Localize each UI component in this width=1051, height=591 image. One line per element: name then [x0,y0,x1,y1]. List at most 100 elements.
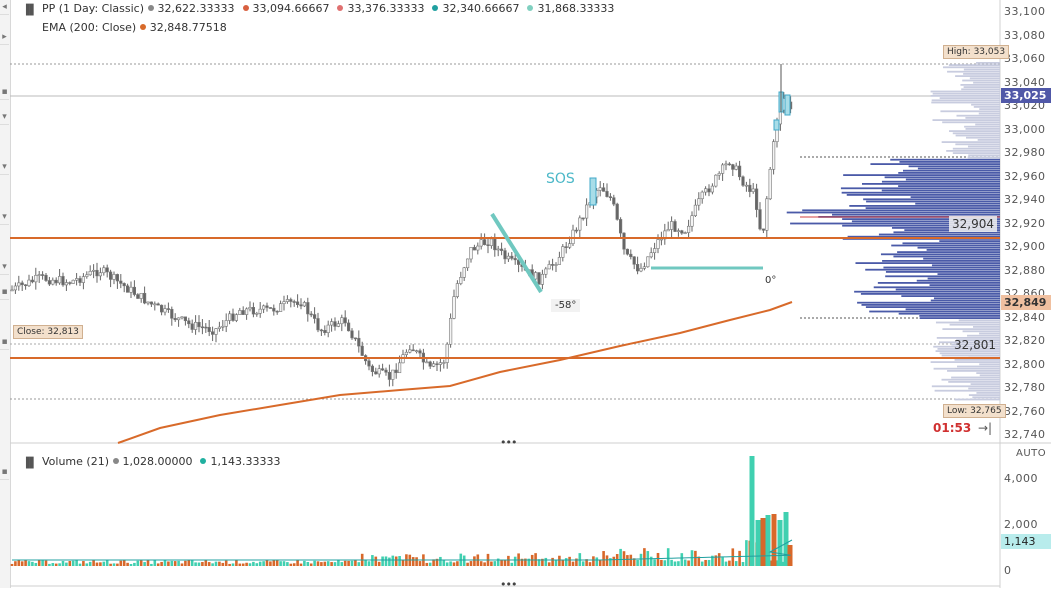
toolbar-button[interactable]: ▾ [0,260,9,275]
candle-body [680,230,684,234]
candle-body [391,369,395,380]
candlesticks [10,64,793,387]
volume-bar [466,562,469,566]
profile-bar [855,262,1000,264]
price-axis-tick: 33,040 [1004,75,1046,89]
toolbar-button[interactable]: ▾ [0,110,9,125]
volume-bar [24,560,27,566]
candle-body [316,318,320,331]
candle-body [734,165,738,170]
sos-box[interactable] [589,177,597,206]
profile-bar [937,348,1000,350]
candle-body [160,304,164,313]
volume-bar [435,558,439,566]
pane-resize-handle[interactable]: ••• [500,436,517,449]
current-price-label: 33,025 [1001,88,1051,103]
volume-bar [473,556,476,566]
volume-bar [170,560,174,566]
volume-bar [643,548,646,566]
toolbar-button[interactable]: ▾ [0,160,9,175]
candle-body [513,258,517,261]
volume-bar [503,560,507,566]
volume-bar [507,555,510,566]
profile-bar [965,117,1000,119]
volume-bar [626,555,629,566]
volume-axis-tick: 4,000 [1004,472,1038,485]
candle-body [510,255,514,259]
candle-body [170,308,174,319]
angle-label: -58° [551,299,581,312]
legend-value: 31,868.33333 [527,2,614,15]
volume-bar [272,560,276,566]
volume-bar [394,556,398,566]
volume-axis-auto[interactable]: AUTO [1016,448,1047,459]
volume-legend[interactable]: ▐▌ Volume (21) 1,028.00000 1,143.33333 [22,455,288,469]
volume-bar [629,554,633,566]
volume-bar [384,556,388,566]
price-axis-tick: 32,740 [1004,428,1046,441]
pp-legend[interactable]: ▐▌ PP (1 Day: Classic) 32,622.33333 33,094… [22,2,622,16]
toolbar-button[interactable]: ▪ [0,85,9,100]
candle-body [329,321,334,326]
profile-bar [976,372,1000,374]
volume-bar [425,562,429,566]
volume-bar [269,561,272,566]
candle-body [418,350,422,354]
toolbar-button[interactable]: ▸ [0,30,9,45]
volume-bar [112,563,116,566]
volume-bar [228,563,231,566]
volume-bar [371,555,374,566]
candle-body [408,349,412,353]
profile-bar [885,271,1000,273]
toolbar-button[interactable]: ◂ [0,0,9,15]
price-axis-tick: 32,940 [1004,193,1046,206]
profile-bar [979,363,1000,366]
volume-bar [391,555,395,566]
candle-body [714,174,718,187]
candle-body [139,292,143,299]
profile-bar [961,88,1000,91]
profile-bar [962,330,1000,333]
volume-bar [714,555,718,566]
trendline-drawing[interactable] [490,212,543,294]
candle-body [312,314,317,319]
volume-bar [235,560,238,566]
volume-bar [95,562,99,566]
volume-bar [160,561,163,566]
ema-line[interactable] [117,301,793,444]
volume-bar [568,556,571,566]
ema-legend[interactable]: EMA (200: Close) 32,848.77518 [42,21,235,34]
profile-bar [931,264,1000,267]
candle-body [608,196,612,198]
toolbar-button[interactable]: ▾ [0,210,9,225]
candle-body [544,268,548,275]
profile-bar [840,187,1000,190]
legend-value: 33,094.66667 [242,2,329,15]
volume-bar [500,559,503,566]
volume-bar [326,561,330,566]
volume-bar [609,558,612,566]
close-tag: Close: 32,813 [13,325,83,339]
profile-bar [972,396,1000,399]
candle-body [370,365,375,372]
toolbar-button[interactable]: ▪ [0,335,9,350]
profile-bar [893,231,1000,234]
candle-body [102,267,106,274]
collapse-arrow-icon[interactable]: →| [978,421,993,435]
price-axis-tick: 32,880 [1004,263,1046,277]
volume-bar [27,561,31,566]
sos-annotation[interactable]: SOS [546,171,575,187]
candle-body [445,343,449,363]
pane-resize-handle[interactable]: ••• [500,578,517,591]
volume-bar [44,560,48,566]
profile-bar [967,156,1000,159]
price-axis-tick: 33,080 [1004,28,1046,42]
volume-bar [207,562,211,566]
candle-body [731,164,735,170]
toolbar-button[interactable]: ▪ [0,465,9,480]
candle-body [428,361,432,367]
toolbar-button[interactable]: ▪ [0,285,9,300]
volume-bar [316,561,320,566]
